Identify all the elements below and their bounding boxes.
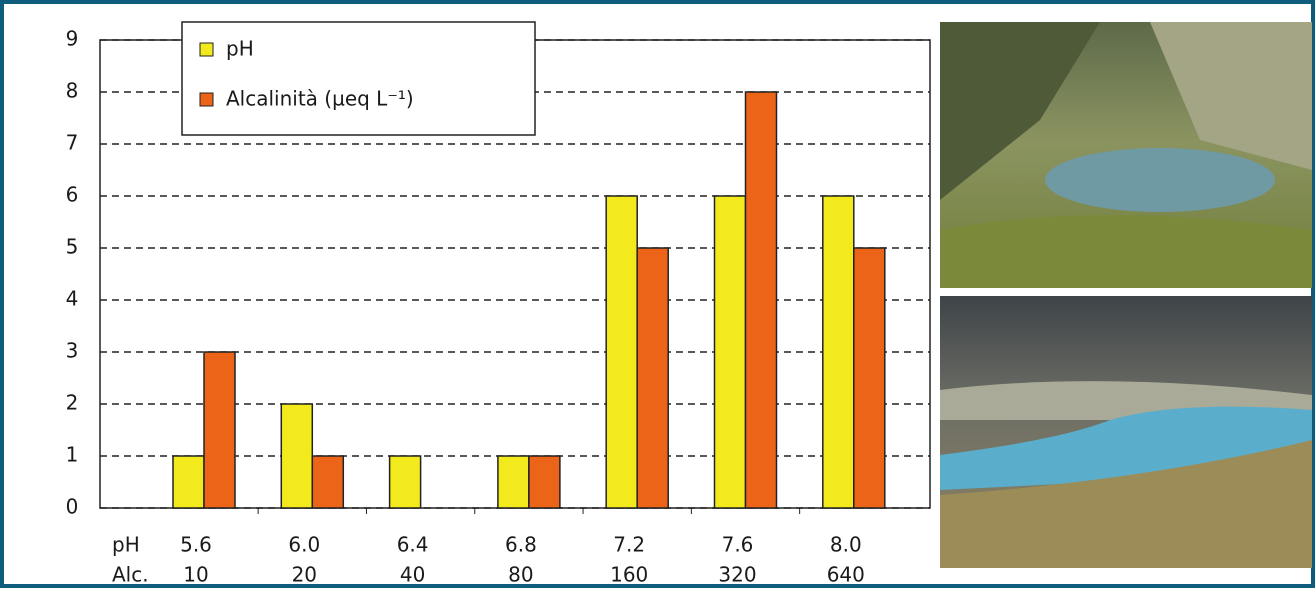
y-tick-label: 8 <box>66 79 79 103</box>
x-tick-label: 160 <box>610 563 648 587</box>
legend-swatch <box>199 42 214 57</box>
legend-label: pH <box>226 37 254 61</box>
x-row-label: Alc. <box>112 563 149 587</box>
x-tick-label: 20 <box>292 563 317 587</box>
bar <box>203 351 236 509</box>
x-tick-label: 10 <box>183 563 208 587</box>
bar <box>172 455 205 509</box>
bar <box>528 455 561 509</box>
x-tick-label: 7.6 <box>722 533 754 557</box>
x-tick-label: 7.2 <box>613 533 645 557</box>
x-tick-label: 640 <box>827 563 865 587</box>
bar <box>822 195 855 509</box>
y-tick-label: 3 <box>66 339 79 363</box>
x-tick-label: 320 <box>718 563 756 587</box>
y-tick-label: 0 <box>66 495 79 519</box>
bar <box>497 455 530 509</box>
bar <box>388 455 422 509</box>
bar <box>280 403 314 509</box>
bar <box>744 91 778 509</box>
bar <box>636 247 669 509</box>
photo-top <box>940 22 1312 288</box>
y-tick-label: 9 <box>66 27 79 51</box>
bar <box>853 247 886 509</box>
x-tick-label: 8.0 <box>830 533 862 557</box>
legend-swatch <box>199 92 214 107</box>
bar <box>713 195 747 509</box>
y-tick-label: 1 <box>66 443 79 467</box>
x-tick-label: 6.0 <box>288 533 320 557</box>
bar <box>605 195 638 509</box>
y-tick-label: 4 <box>66 287 79 311</box>
x-row-label: pH <box>112 533 140 557</box>
x-tick-label: 6.8 <box>505 533 537 557</box>
legend-label: Alcalinità (µeq L⁻¹) <box>226 87 414 111</box>
y-tick-label: 6 <box>66 183 79 207</box>
photo-bottom <box>940 296 1312 568</box>
y-tick-label: 2 <box>66 391 79 415</box>
x-tick-label: 5.6 <box>180 533 212 557</box>
x-tick-label: 80 <box>508 563 533 587</box>
x-tick-label: 40 <box>400 563 425 587</box>
x-tick-label: 6.4 <box>397 533 429 557</box>
y-tick-label: 5 <box>66 235 79 259</box>
bar <box>311 455 345 509</box>
legend: pH Alcalinità (µeq L⁻¹) <box>181 21 536 136</box>
legend-box <box>181 21 536 136</box>
y-tick-label: 7 <box>66 131 79 155</box>
